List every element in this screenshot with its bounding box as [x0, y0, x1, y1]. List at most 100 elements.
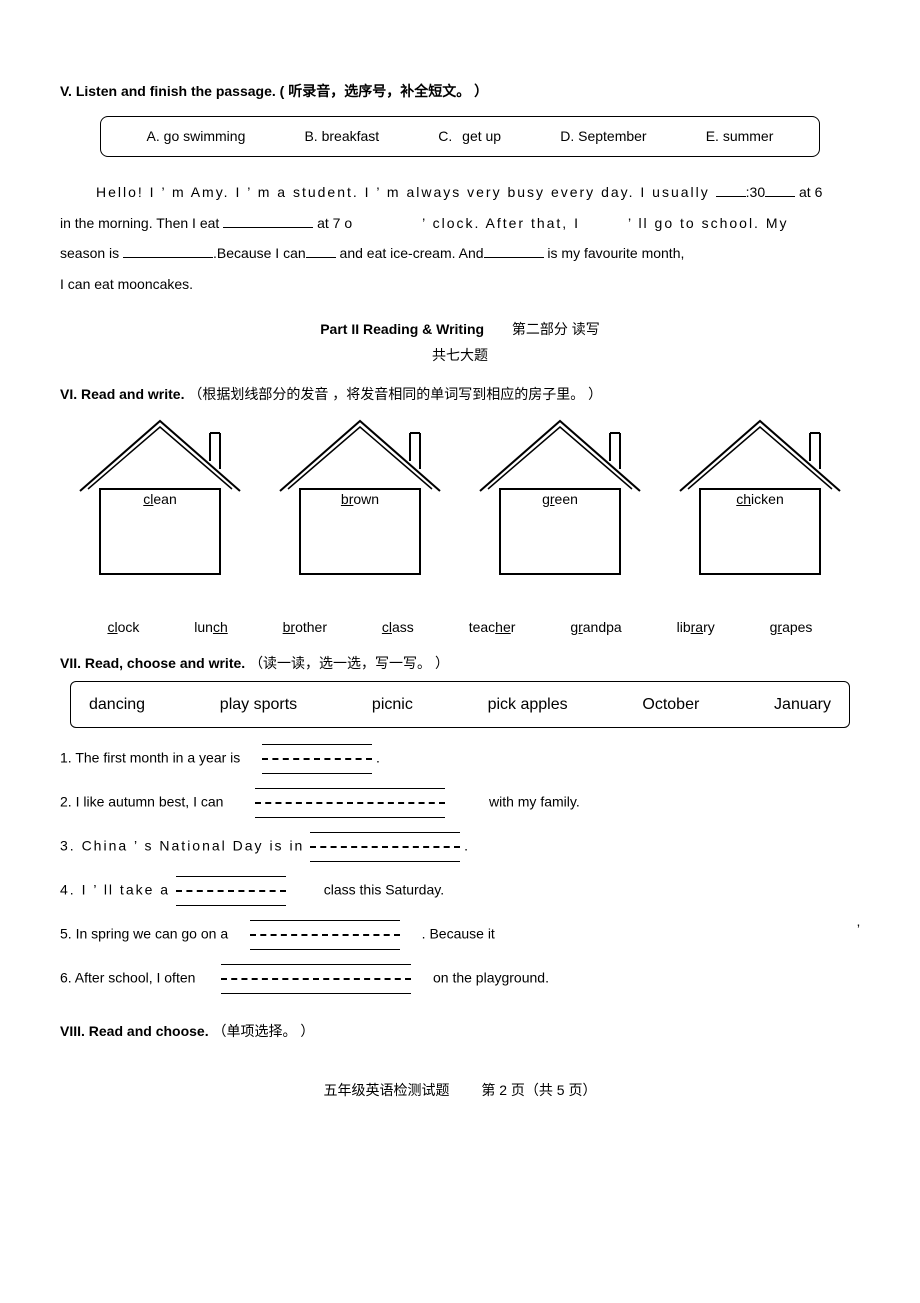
- section-viii-bold: VIII. Read and choose.: [60, 1023, 209, 1039]
- q3: 3. China ’ s National Day is in .: [60, 830, 860, 864]
- choice-c: C. get up: [438, 125, 501, 147]
- q2: 2. I like autumn best, I can with my fam…: [60, 786, 860, 820]
- blank-5[interactable]: [484, 243, 544, 258]
- q2-text-a: 2. I like autumn best, I can: [60, 794, 223, 810]
- part2-subtitle: 共七大题: [60, 344, 860, 366]
- q3-text-b: .: [464, 838, 468, 854]
- w5-pre: teac: [469, 619, 495, 635]
- passage-l3d: is my favourite month,: [544, 245, 685, 261]
- section-v-choices-box: A. go swimming B. breakfast C. get up D.…: [100, 116, 820, 156]
- house-2-label: brown: [270, 488, 450, 510]
- house-3-rest: een: [555, 491, 578, 507]
- house-1-ul: cl: [143, 491, 153, 507]
- section-viii-cn: （单项选择。 ）: [212, 1023, 314, 1039]
- house-1-rest: ean: [153, 491, 176, 507]
- house-3-ul: gr: [542, 491, 554, 507]
- house-1-label: clean: [70, 488, 250, 510]
- vii-choice-5: October: [642, 692, 699, 718]
- part2-title-bold: Part II Reading & Writing: [320, 321, 484, 337]
- q5-trail: ’: [857, 918, 860, 940]
- passage-l2c: ’ clock. After that, I: [422, 215, 580, 231]
- w1-post: ock: [118, 619, 140, 635]
- q2-blank[interactable]: [255, 786, 445, 820]
- vii-choice-3: picnic: [372, 692, 413, 718]
- section-vi-bold: VI. Read and write.: [60, 386, 184, 402]
- word-3: brother: [283, 616, 327, 638]
- house-2-rest: own: [353, 491, 379, 507]
- section-v-heading: V. Listen and finish the passage. ( 听录音，…: [60, 80, 860, 102]
- house-2: brown: [270, 411, 450, 610]
- passage-l1a: Hello! I ’ m Amy. I ’ m a student. I ’ m…: [96, 184, 716, 200]
- q1-blank[interactable]: [262, 742, 372, 776]
- w5-u: he: [495, 619, 511, 635]
- part2-title: Part II Reading & Writing 第二部分 读写: [60, 318, 860, 340]
- section-vii-choices-box: dancing play sports picnic pick apples O…: [70, 681, 850, 729]
- q6-text-a: 6. After school, I often: [60, 970, 195, 986]
- w8-u: gr: [770, 619, 782, 635]
- blank-4[interactable]: [306, 243, 336, 258]
- houses-row: clean brown green: [70, 411, 850, 610]
- section-vii-heading: VII. Read, choose and write. （读一读，选一选，写一…: [60, 652, 860, 674]
- footer-left: 五年级英语检测试题: [324, 1082, 450, 1098]
- house-2-ul: br: [341, 491, 353, 507]
- q5: 5. In spring we can go on a . Because it…: [60, 918, 860, 952]
- word-6: grandpa: [570, 616, 621, 638]
- vii-choice-1: dancing: [89, 692, 145, 718]
- word-2: lunch: [194, 616, 227, 638]
- q1: 1. The first month in a year is .: [60, 742, 860, 776]
- word-1: clock: [107, 616, 139, 638]
- passage-num: :30: [746, 184, 765, 200]
- w6-u: gr: [570, 619, 582, 635]
- q6: 6. After school, I often on the playgrou…: [60, 962, 860, 996]
- word-7: library: [677, 616, 715, 638]
- w4-post: ass: [392, 619, 414, 635]
- w7-u: ra: [691, 619, 703, 635]
- q3-blank[interactable]: [310, 830, 460, 864]
- house-4-label: chicken: [670, 488, 850, 510]
- choice-a: A. go swimming: [147, 125, 246, 147]
- w7-pre: lib: [677, 619, 691, 635]
- section-vi-heading: VI. Read and write. （根据划线部分的发音 ，将发音相同的单词…: [60, 383, 860, 405]
- house-3: green: [470, 411, 650, 610]
- passage-l1b: at 6: [795, 184, 822, 200]
- vii-choice-6: January: [774, 692, 831, 718]
- q4-blank[interactable]: [176, 874, 286, 908]
- section-vi-cn: （根据划线部分的发音 ，将发音相同的单词写到相应的房子里。 ）: [188, 386, 602, 402]
- passage-l2d: ’ ll go to school. My: [628, 215, 789, 231]
- house-4-rest: icken: [751, 491, 784, 507]
- page-footer: 五年级英语检测试题 第 2 页（共 5 页）: [60, 1079, 860, 1101]
- word-8: grapes: [770, 616, 813, 638]
- blank-1a[interactable]: [716, 182, 746, 197]
- footer-right: 第 2 页（共 5 页）: [481, 1082, 596, 1098]
- blank-3[interactable]: [123, 243, 213, 258]
- passage-l3c: and eat ice-cream. And: [336, 245, 484, 261]
- house-3-label: green: [470, 488, 650, 510]
- w6-post: andpa: [583, 619, 622, 635]
- w5-post: r: [511, 619, 516, 635]
- house-4-ul: ch: [736, 491, 751, 507]
- section-vii-bold: VII. Read, choose and write.: [60, 655, 245, 671]
- q5-blank[interactable]: [250, 918, 400, 952]
- w4-u: cl: [382, 619, 392, 635]
- q3-text-a: 3. China ’ s National Day is in: [60, 838, 310, 854]
- w7-post: ry: [703, 619, 715, 635]
- passage-l3b: .Because I can: [213, 245, 306, 261]
- q4-text-a: 4. I ’ ll take a: [60, 882, 176, 898]
- blank-1b[interactable]: [765, 182, 795, 197]
- passage-l2b: at 7 o: [313, 215, 352, 231]
- w2-u: ch: [213, 619, 228, 635]
- blank-2[interactable]: [223, 213, 313, 228]
- choice-e: E. summer: [706, 125, 774, 147]
- choice-c-prefix: C.: [438, 128, 452, 144]
- word-4: class: [382, 616, 414, 638]
- choice-b: B. breakfast: [304, 125, 379, 147]
- section-vii-cn: （读一读，选一选，写一写。 ）: [249, 655, 449, 671]
- q1-text-a: 1. The first month in a year is: [60, 750, 240, 766]
- q4-text-b: class this Saturday.: [324, 882, 444, 898]
- vii-choice-4: pick apples: [488, 692, 568, 718]
- q6-blank[interactable]: [221, 962, 411, 996]
- w1-u: cl: [107, 619, 117, 635]
- choice-d: D. September: [560, 125, 646, 147]
- q4: 4. I ’ ll take a class this Saturday.: [60, 874, 860, 908]
- part2-title-cn: 第二部分 读写: [512, 321, 600, 337]
